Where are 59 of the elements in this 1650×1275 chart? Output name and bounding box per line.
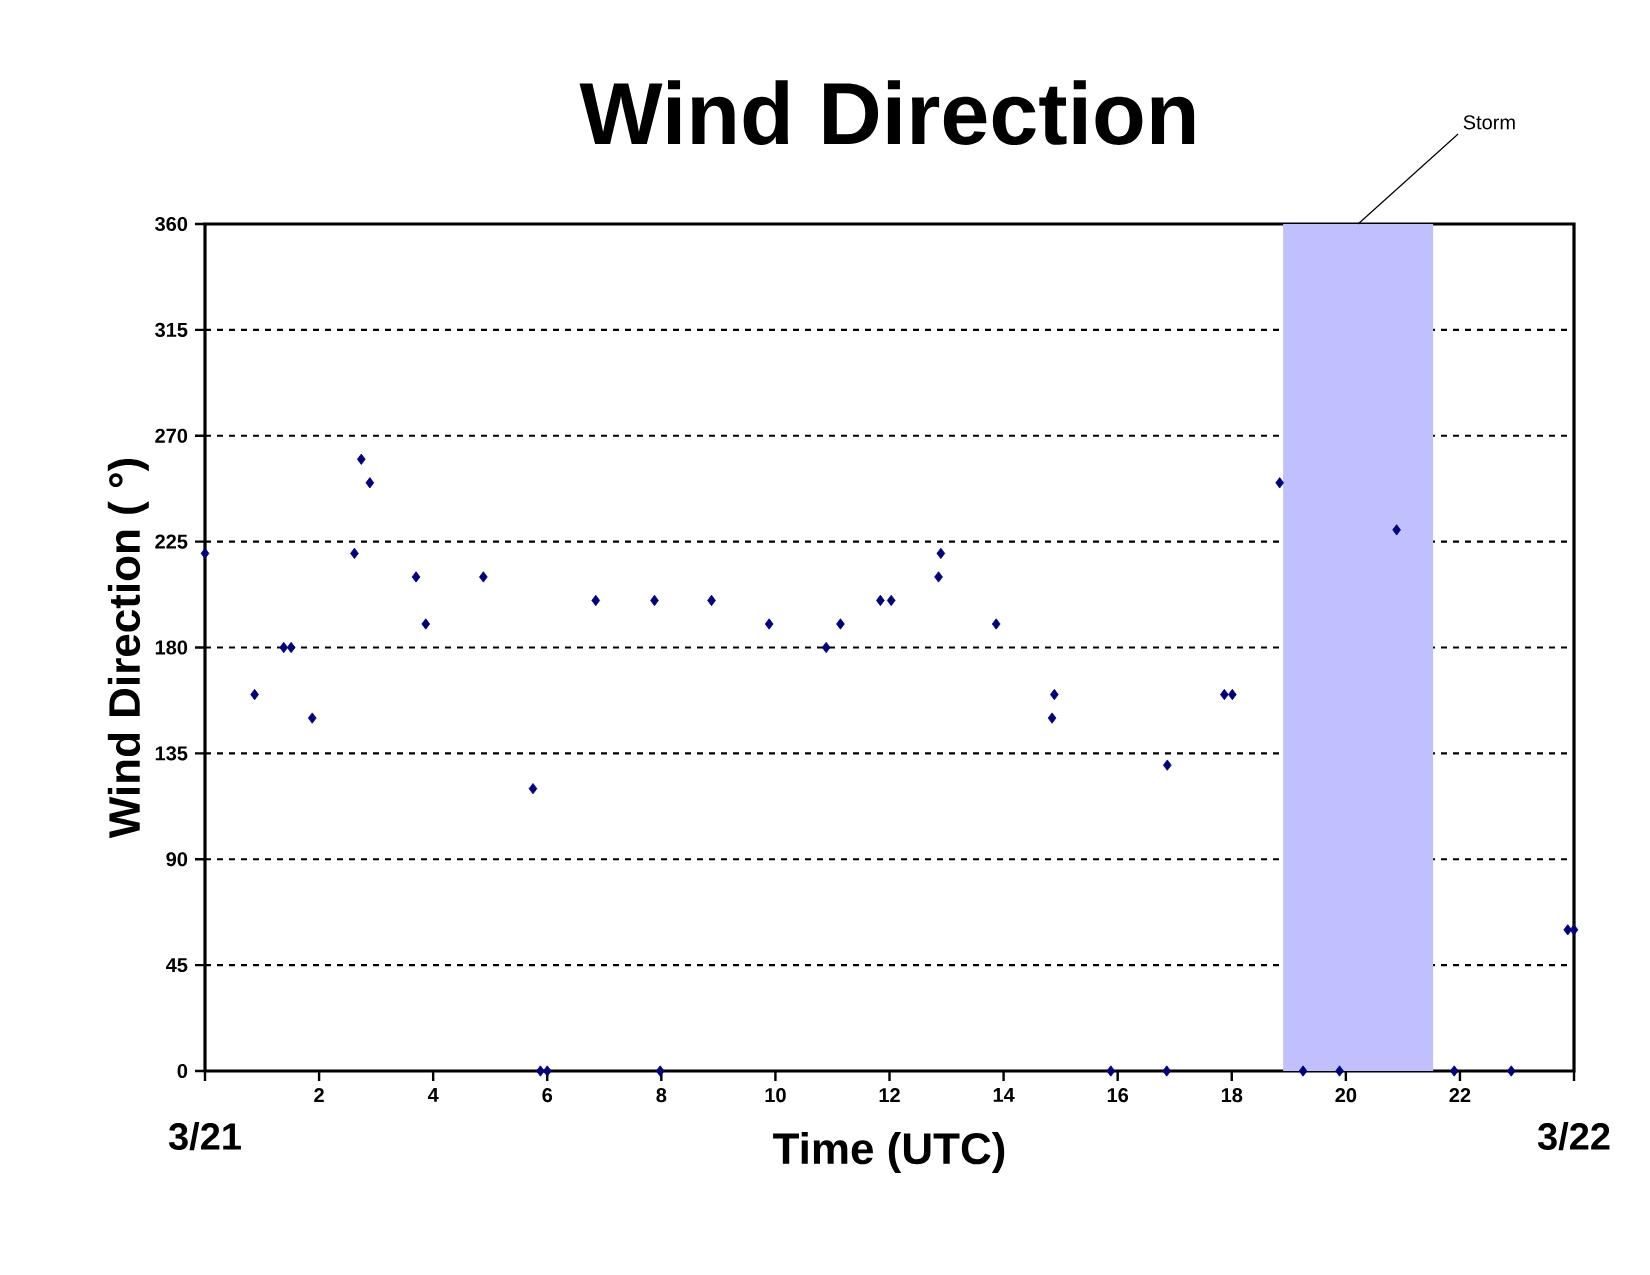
point — [1298, 1065, 1308, 1077]
y-tick-label: 90 — [166, 852, 188, 867]
y-tick-label: 180 — [155, 640, 188, 655]
point — [821, 641, 831, 654]
y-tick-label: 315 — [155, 322, 188, 337]
point — [655, 1065, 665, 1077]
x-tick-label: 16 — [1107, 1088, 1129, 1103]
point — [836, 618, 845, 630]
text: 3/21 — [168, 1122, 241, 1151]
point — [1162, 1065, 1172, 1077]
x-tick-label: 4 — [427, 1088, 439, 1102]
x-tick-label: 6 — [542, 1088, 553, 1103]
x-tick-label: 14 — [993, 1088, 1015, 1102]
band-label: Storm — [1463, 115, 1515, 130]
point — [1047, 712, 1057, 724]
x-tick-label: 10 — [765, 1088, 786, 1103]
point — [357, 453, 366, 465]
point — [1449, 1065, 1459, 1077]
point — [536, 1065, 545, 1077]
x-tick-label: 8 — [656, 1088, 667, 1103]
point — [764, 618, 774, 630]
point — [1506, 1065, 1516, 1077]
y-tick-label: 0 — [177, 1063, 188, 1079]
point — [200, 547, 210, 559]
x-tick-label: 12 — [879, 1088, 900, 1103]
point — [307, 712, 317, 724]
y-tick-label: 360 — [155, 216, 188, 232]
point — [542, 1065, 552, 1077]
point — [934, 571, 943, 583]
point — [936, 547, 946, 559]
point — [479, 571, 488, 583]
x-tick-label: 20 — [1335, 1088, 1357, 1103]
y-tick-label: 135 — [155, 746, 188, 761]
x-tick-label: 22 — [1449, 1088, 1471, 1103]
point — [1392, 524, 1401, 536]
point — [1569, 924, 1579, 936]
point — [991, 618, 1001, 630]
point — [411, 571, 421, 583]
y-tick-label: 225 — [155, 534, 188, 549]
point — [1163, 759, 1172, 771]
x-axis-title: Time (UTC) — [773, 1131, 1005, 1173]
point — [886, 594, 896, 607]
x-tick-label: 2 — [314, 1088, 324, 1103]
point — [350, 547, 359, 559]
point — [1335, 1065, 1344, 1077]
point — [421, 618, 431, 630]
point — [1106, 1065, 1116, 1077]
text: 3/22 — [1537, 1122, 1610, 1151]
point — [591, 594, 601, 607]
point — [279, 641, 289, 654]
y-tick-label: 270 — [155, 428, 188, 443]
point — [286, 641, 296, 654]
point — [365, 477, 375, 489]
point — [528, 783, 538, 795]
point — [1275, 477, 1284, 489]
y-tick-label: 45 — [166, 958, 188, 973]
chart-title: Wind Direction — [579, 80, 1195, 145]
y-axis-title: Wind Direction ( °) — [107, 459, 149, 839]
x-tick-label: 18 — [1221, 1088, 1243, 1103]
